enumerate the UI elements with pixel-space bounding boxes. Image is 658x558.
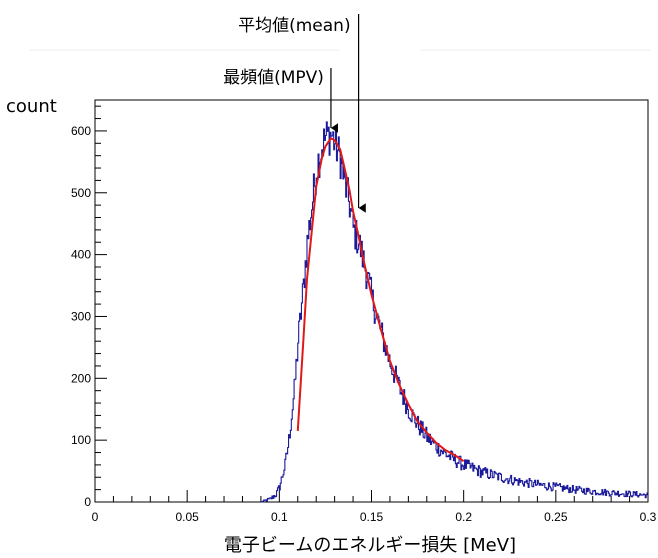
x-tick-label: 0 (92, 510, 99, 524)
y-tick-label: 200 (71, 371, 91, 385)
x-tick-label: 0.05 (175, 510, 199, 524)
histogram-trace (260, 121, 649, 503)
fit-curve-series (296, 137, 465, 463)
x-axis-title: 電子ビームのエネルギー損失 [MeV] (224, 535, 516, 556)
y-tick-label: 500 (71, 186, 91, 200)
axis-ticks: 0 0.05 0.1 0.15 0.2 0.25 0.3 0 100 200 300 400 500 60… (71, 105, 657, 524)
annotation-mean-label: 平均値(mean) (238, 16, 350, 36)
y-axis-title: count (6, 96, 57, 117)
x-tick-label: 0.1 (271, 510, 288, 524)
y-tick-label: 0 (84, 495, 91, 509)
x-tick-label: 0.25 (544, 510, 568, 524)
plot-frame (94, 99, 649, 503)
y-tick-label: 300 (71, 309, 91, 323)
y-tick-label: 100 (71, 433, 91, 447)
annotations: 平均値(mean) 最頻値(MPV) (223, 14, 366, 213)
histogram-series (260, 121, 649, 503)
x-tick-label: 0.15 (360, 510, 384, 524)
x-tick-label: 0.3 (640, 510, 657, 524)
annotation-mpv-label: 最頻値(MPV) (223, 68, 324, 88)
x-tick-label: 0.2 (455, 510, 472, 524)
fit-curve (296, 137, 465, 463)
y-tick-label: 400 (71, 248, 91, 262)
y-tick-label: 600 (71, 124, 91, 138)
